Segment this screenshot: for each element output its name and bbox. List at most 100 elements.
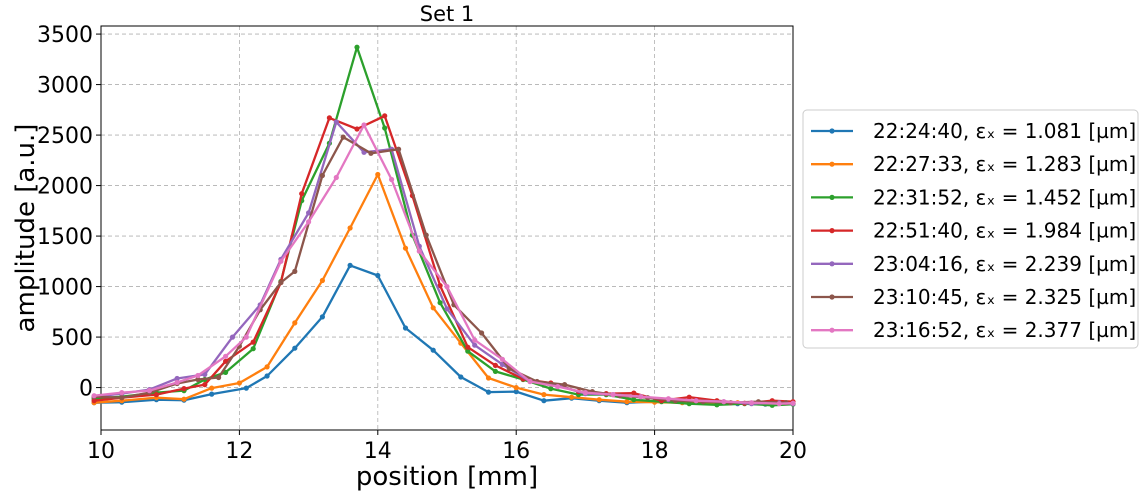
data-point — [278, 279, 284, 286]
data-point — [292, 320, 298, 326]
data-point — [333, 174, 339, 181]
x-tick-label: 16 — [502, 439, 530, 464]
data-point — [624, 399, 630, 405]
series-7 — [91, 122, 796, 407]
data-point — [202, 371, 208, 377]
data-point — [686, 401, 692, 407]
legend-item: 22:24:40, εₓ = 1.081 [µm] — [811, 119, 1136, 143]
data-point — [264, 364, 270, 370]
data-point — [223, 358, 229, 364]
y-tick-label: 0 — [79, 377, 93, 402]
data-point — [402, 245, 409, 251]
data-point — [354, 44, 360, 50]
legend-label: 23:04:16, εₓ = 2.239 [µm] — [873, 252, 1136, 276]
legend-label: 23:10:45, εₓ = 2.325 [µm] — [873, 285, 1136, 309]
data-point — [174, 379, 180, 386]
data-point — [631, 397, 637, 403]
data-point — [375, 272, 381, 279]
data-point — [243, 385, 249, 391]
data-point — [236, 380, 242, 386]
data-point — [693, 398, 699, 404]
data-point — [458, 374, 464, 380]
data-point — [319, 314, 325, 320]
data-point — [119, 395, 125, 401]
data-point — [423, 232, 429, 238]
legend: 22:24:40, εₓ = 1.081 [µm] 22:27:33, εₓ = … — [802, 109, 1139, 349]
data-point — [209, 385, 215, 391]
data-point — [555, 384, 561, 390]
legend-label: 22:24:40, εₓ = 1.081 [µm] — [873, 119, 1136, 143]
y-tick-label: 3000 — [37, 74, 93, 99]
legend-swatch-marker — [829, 327, 835, 333]
data-point — [354, 126, 360, 132]
data-point — [91, 393, 97, 399]
data-point — [437, 300, 443, 306]
data-point — [292, 268, 298, 274]
data-point — [638, 394, 644, 400]
data-point — [361, 122, 367, 128]
series-3 — [91, 44, 796, 408]
data-point — [382, 113, 388, 119]
legend-swatch-marker — [829, 261, 835, 267]
data-point — [492, 362, 498, 368]
data-point — [146, 388, 152, 394]
data-point — [347, 225, 353, 231]
data-point — [492, 368, 498, 374]
data-point — [396, 146, 402, 152]
data-point — [306, 210, 312, 216]
series-2 — [91, 171, 796, 407]
data-point — [319, 172, 325, 179]
data-point — [181, 386, 187, 392]
legend-item: 23:04:16, εₓ = 2.239 [µm] — [811, 252, 1136, 276]
legend-swatch-marker — [829, 194, 835, 200]
data-point — [229, 334, 236, 340]
data-point — [430, 305, 436, 311]
data-point — [264, 373, 270, 379]
data-point — [119, 390, 125, 396]
data-point — [465, 344, 471, 350]
legend-label: 22:27:33, εₓ = 1.283 [µm] — [873, 152, 1136, 176]
data-point — [686, 394, 692, 400]
data-point — [340, 134, 346, 140]
chart-title: Set 1 — [420, 2, 475, 26]
legend-swatch-marker — [829, 228, 835, 234]
data-point — [485, 375, 492, 381]
data-point — [548, 386, 554, 392]
axis-ticks: 10 12 14 16 18 20 0 500 1000 1500 2000 2500 3000 3500 — [37, 23, 807, 464]
data-point — [292, 345, 298, 351]
data-point — [216, 374, 222, 381]
x-tick-label: 12 — [225, 439, 253, 464]
series-line — [94, 173, 793, 405]
data-point — [485, 389, 492, 395]
data-point — [596, 397, 602, 403]
data-point — [790, 400, 796, 406]
legend-label: 23:16:52, εₓ = 2.377 [µm] — [873, 318, 1136, 342]
x-tick-label: 14 — [364, 439, 392, 464]
data-point — [153, 392, 159, 398]
y-axis-label: amplitude [a.u.] — [11, 124, 41, 333]
data-point — [250, 339, 256, 345]
data-point — [569, 394, 575, 400]
data-point — [402, 325, 409, 331]
y-tick-label: 500 — [51, 326, 93, 351]
data-point — [479, 330, 485, 336]
data-point — [382, 125, 388, 131]
data-point — [333, 119, 339, 125]
data-point — [243, 334, 249, 340]
data-point — [776, 401, 782, 407]
legend-label: 22:51:40, εₓ = 1.984 [µm] — [873, 219, 1136, 243]
data-point — [541, 398, 547, 404]
data-point — [223, 369, 229, 375]
plot-area — [100, 25, 794, 431]
data-point — [299, 191, 305, 197]
legend-label: 22:31:52, εₓ = 1.452 [µm] — [873, 185, 1136, 209]
data-point — [499, 356, 505, 362]
series-4 — [91, 113, 796, 406]
data-point — [444, 284, 450, 290]
data-point — [202, 382, 208, 388]
series-line — [94, 135, 787, 404]
data-point — [174, 375, 180, 382]
legend-item: 22:31:52, εₓ = 1.452 [µm] — [811, 185, 1136, 209]
legend-item: 22:27:33, εₓ = 1.283 [µm] — [811, 152, 1136, 176]
data-point — [250, 346, 256, 352]
